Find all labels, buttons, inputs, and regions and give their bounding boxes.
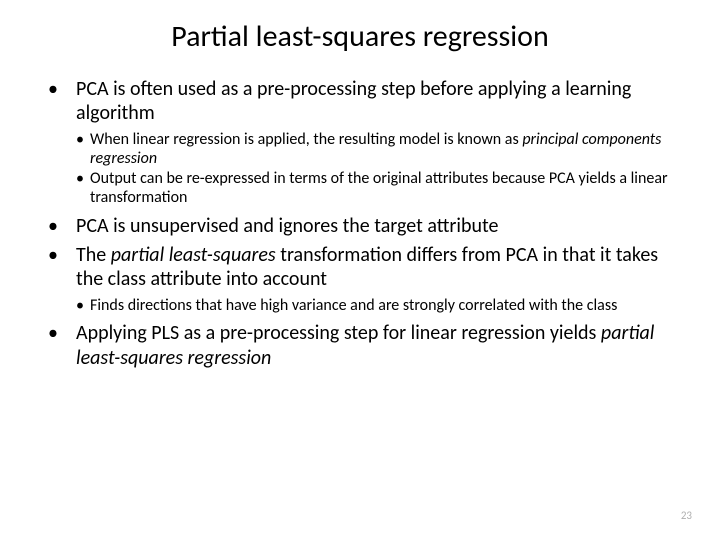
bullet-marker: •: [40, 243, 76, 292]
bullet-marker: •: [40, 214, 76, 239]
slide-title: Partial least-squares regression: [40, 18, 680, 55]
bullet-text: Finds directions that have high variance…: [90, 296, 680, 316]
list-item: • Finds directions that have high varian…: [76, 296, 680, 316]
text-run: When linear regression is applied, the r…: [90, 130, 522, 149]
bullet-text: Output can be re-expressed in terms of t…: [90, 169, 680, 208]
text-run: The: [76, 243, 111, 267]
sub-list: • When linear regression is applied, the…: [40, 130, 680, 208]
bullet-marker: •: [76, 130, 90, 169]
page-number: 23: [681, 509, 692, 522]
bullet-list: • PCA is often used as a pre-processing …: [40, 77, 680, 370]
list-item: • PCA is unsupervised and ignores the ta…: [40, 214, 680, 239]
text-run: Applying PLS as a pre-processing step fo…: [76, 321, 601, 345]
list-item: • PCA is often used as a pre-processing …: [40, 77, 680, 126]
bullet-marker: •: [40, 321, 76, 370]
bullet-marker: •: [76, 296, 90, 316]
bullet-text: PCA is often used as a pre-processing st…: [76, 77, 680, 126]
bullet-text: When linear regression is applied, the r…: [90, 130, 680, 169]
list-item: • When linear regression is applied, the…: [76, 130, 680, 169]
bullet-text: Applying PLS as a pre-processing step fo…: [76, 321, 680, 370]
sub-list: • Finds directions that have high varian…: [40, 296, 680, 316]
list-item: • The partial least-squares transformati…: [40, 243, 680, 292]
bullet-text: PCA is unsupervised and ignores the targ…: [76, 214, 680, 239]
list-item: • Output can be re-expressed in terms of…: [76, 169, 680, 208]
bullet-text: The partial least-squares transformation…: [76, 243, 680, 292]
bullet-marker: •: [40, 77, 76, 126]
bullet-marker: •: [76, 169, 90, 208]
italic-text: partial least-squares: [111, 243, 276, 267]
list-item: • Applying PLS as a pre-processing step …: [40, 321, 680, 370]
